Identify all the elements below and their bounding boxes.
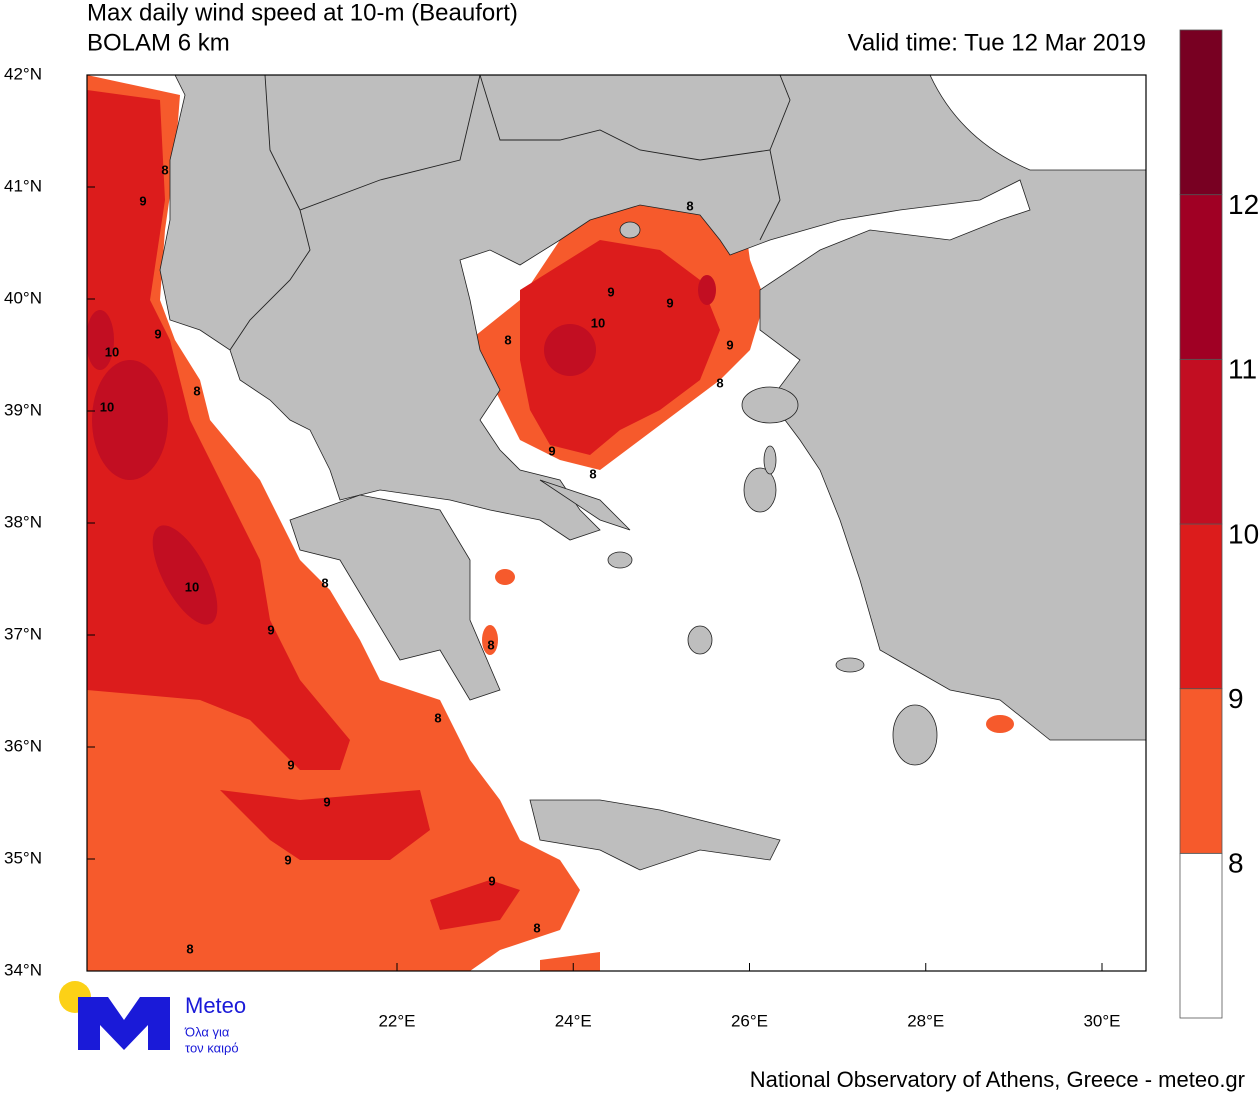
- colorbar-segment: [1179, 194, 1223, 360]
- contour-label: 8: [186, 941, 193, 956]
- subtitle: BOLAM 6 km: [87, 29, 230, 56]
- contour-label: 8: [193, 383, 200, 398]
- lat-label: 39°N: [4, 400, 42, 419]
- contour-label: 8: [716, 375, 723, 390]
- colorbar-label: 10: [1228, 518, 1259, 549]
- valid-time: Valid time: Tue 12 Mar 2019: [848, 29, 1146, 56]
- colorbar-segment: [1179, 29, 1223, 196]
- lat-label: 42°N: [4, 64, 42, 83]
- contour-label: 9: [323, 794, 330, 809]
- contour-label: 8: [161, 162, 168, 177]
- contour-label: 9: [548, 443, 555, 458]
- colorbar-label: 8: [1228, 848, 1244, 879]
- contour-label: 8: [533, 920, 540, 935]
- colorbar-segment: [1179, 688, 1223, 854]
- map: [87, 75, 1146, 971]
- lon-label: 28°E: [907, 1011, 944, 1030]
- lon-label: 22°E: [378, 1011, 415, 1030]
- footer: National Observatory of Athens, Greece -…: [750, 1067, 1245, 1092]
- lat-label: 35°N: [4, 848, 42, 867]
- logo-tagline: Όλα για: [184, 1024, 230, 1039]
- contour-label: 9: [726, 337, 733, 352]
- contour-label: 9: [139, 193, 146, 208]
- contour-label: 8: [589, 466, 596, 481]
- lon-label: 24°E: [555, 1011, 592, 1030]
- title: Max daily wind speed at 10-m (Beaufort): [87, 0, 518, 26]
- contour-label: 9: [488, 873, 495, 888]
- logo-mark: [78, 997, 170, 1050]
- contour-label: 9: [607, 284, 614, 299]
- contour-label: 8: [504, 332, 511, 347]
- lat-label: 37°N: [4, 624, 42, 643]
- contour-label: 10: [591, 315, 605, 330]
- contour-label: 9: [666, 295, 673, 310]
- logo-tagline: τον καιρό: [185, 1040, 239, 1055]
- contour-label: 10: [100, 399, 114, 414]
- contour-label: 10: [185, 579, 199, 594]
- logo-name: Meteo: [185, 993, 246, 1018]
- colorbar-label: 11: [1228, 354, 1257, 385]
- lat-label: 38°N: [4, 512, 42, 531]
- lon-label: 26°E: [731, 1011, 768, 1030]
- colorbar-segment: [1179, 523, 1223, 690]
- contour-label: 8: [487, 637, 494, 652]
- colorbar-label: 12: [1228, 189, 1259, 220]
- contour-label: 8: [434, 710, 441, 725]
- contour-label: 9: [284, 852, 291, 867]
- colorbar-segment: [1179, 358, 1223, 525]
- lat-label: 41°N: [4, 176, 42, 195]
- contour-label: 8: [686, 198, 693, 213]
- contour-label: 9: [154, 326, 161, 341]
- contour-label: 8: [321, 575, 328, 590]
- contour-label: 9: [267, 622, 274, 637]
- lat-label: 40°N: [4, 288, 42, 307]
- lat-label: 36°N: [4, 736, 42, 755]
- lon-label: 30°E: [1083, 1011, 1120, 1030]
- contour-label: 9: [287, 757, 294, 772]
- colorbar-segment: [1179, 852, 1223, 1019]
- lat-label: 34°N: [4, 960, 42, 979]
- contour-label: 10: [105, 344, 119, 359]
- colorbar-label: 9: [1228, 683, 1244, 714]
